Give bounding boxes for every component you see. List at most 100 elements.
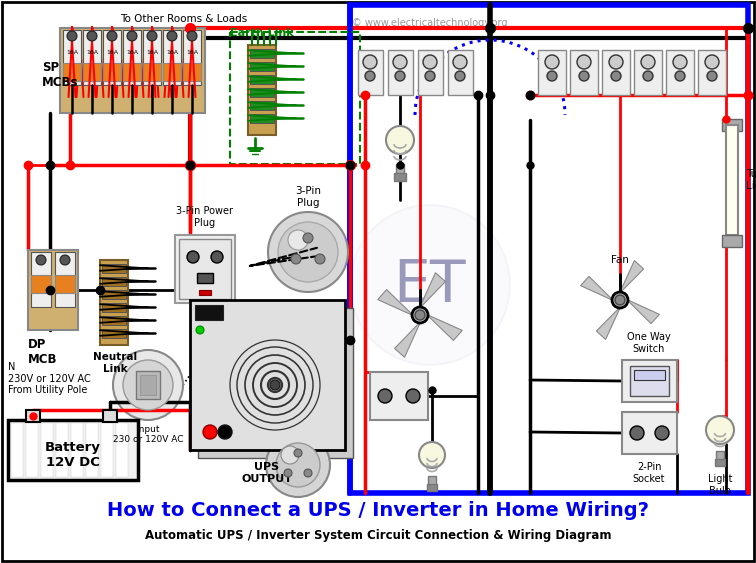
Circle shape	[304, 469, 312, 477]
Text: 16A: 16A	[66, 50, 78, 55]
Bar	[8, 420, 138, 480]
Bar	[198, 308, 353, 458]
Circle shape	[705, 55, 719, 69]
Bar	[41, 423, 53, 477]
Circle shape	[630, 426, 644, 440]
Circle shape	[612, 292, 628, 308]
Circle shape	[288, 230, 308, 250]
Circle shape	[281, 446, 299, 464]
Text: Battery
12V DC: Battery 12V DC	[45, 441, 101, 469]
Bar	[250, 101, 274, 110]
Bar	[102, 316, 126, 325]
Bar	[250, 62, 274, 71]
Polygon shape	[378, 289, 412, 315]
Text: Earth Link: Earth Link	[230, 28, 294, 38]
Bar	[722, 119, 742, 131]
Text: Light
Bulb: Light Bulb	[708, 474, 733, 495]
Text: 16A: 16A	[146, 50, 158, 55]
Bar	[71, 423, 83, 477]
Circle shape	[611, 71, 621, 81]
Circle shape	[36, 255, 46, 265]
Circle shape	[455, 71, 465, 81]
Text: Input
230 or 120V AC: Input 230 or 120V AC	[113, 425, 183, 444]
Bar	[55, 275, 75, 293]
Bar	[26, 410, 40, 422]
Bar	[195, 305, 223, 320]
Bar	[190, 300, 345, 450]
Bar	[370, 372, 428, 420]
Circle shape	[615, 295, 625, 305]
Bar	[83, 30, 101, 85]
Bar	[230, 32, 360, 164]
Bar	[31, 252, 51, 307]
Text: 16A: 16A	[126, 50, 138, 55]
Text: Tube
Light: Tube Light	[746, 169, 756, 191]
Circle shape	[167, 31, 177, 41]
Circle shape	[363, 55, 377, 69]
Bar	[634, 370, 665, 380]
Bar	[716, 451, 724, 460]
Bar	[197, 273, 213, 283]
Bar	[570, 50, 598, 95]
Bar	[86, 423, 98, 477]
Bar	[602, 50, 630, 95]
Bar	[248, 45, 276, 135]
Text: How to Connect a UPS / Inverter in Home Wiring?: How to Connect a UPS / Inverter in Home …	[107, 501, 649, 520]
Text: 2-Pin
Socket: 2-Pin Socket	[633, 462, 665, 484]
Circle shape	[415, 310, 425, 320]
Bar	[350, 5, 748, 493]
Polygon shape	[395, 323, 420, 358]
Circle shape	[127, 31, 137, 41]
Bar	[60, 28, 205, 113]
Circle shape	[419, 442, 445, 468]
Circle shape	[187, 251, 199, 263]
Bar	[102, 303, 126, 312]
Bar	[394, 173, 406, 181]
Bar	[396, 164, 404, 174]
Text: Neutral
Link: Neutral Link	[93, 352, 137, 374]
Text: 16A: 16A	[166, 50, 178, 55]
Bar	[83, 63, 101, 81]
Bar	[622, 412, 677, 454]
Text: 16A: 16A	[186, 50, 198, 55]
Circle shape	[291, 254, 301, 264]
Bar	[388, 50, 413, 95]
Bar	[55, 252, 75, 307]
Bar	[630, 366, 669, 396]
Bar	[63, 63, 81, 81]
Bar	[418, 50, 443, 95]
Bar	[183, 63, 201, 81]
Text: Fan: Fan	[611, 255, 629, 265]
Text: To Other Rooms & Loads: To Other Rooms & Loads	[120, 14, 247, 24]
Bar	[56, 423, 68, 477]
Circle shape	[218, 425, 232, 439]
Bar	[722, 235, 742, 247]
Bar	[143, 30, 161, 85]
Circle shape	[315, 254, 325, 264]
Text: ET: ET	[394, 257, 466, 314]
Bar	[183, 30, 201, 85]
Bar	[538, 50, 566, 95]
Circle shape	[378, 389, 392, 403]
Bar	[250, 49, 274, 58]
Bar	[123, 30, 141, 85]
Circle shape	[60, 255, 70, 265]
Bar	[103, 30, 121, 85]
Text: 16A: 16A	[86, 50, 98, 55]
Circle shape	[268, 212, 348, 292]
Circle shape	[365, 71, 375, 81]
Circle shape	[276, 443, 320, 487]
Circle shape	[406, 389, 420, 403]
Bar	[11, 423, 23, 477]
Polygon shape	[420, 272, 445, 307]
Text: One Way
Switch: One Way Switch	[627, 332, 671, 354]
Circle shape	[641, 55, 655, 69]
Bar	[28, 250, 78, 330]
Bar	[103, 410, 117, 422]
Bar	[116, 423, 128, 477]
Text: © www.electricaltechnology.org: © www.electricaltechnology.org	[352, 18, 508, 28]
Text: SP
MCBs: SP MCBs	[42, 61, 79, 89]
Bar	[250, 75, 274, 84]
Circle shape	[675, 71, 685, 81]
Circle shape	[393, 55, 407, 69]
